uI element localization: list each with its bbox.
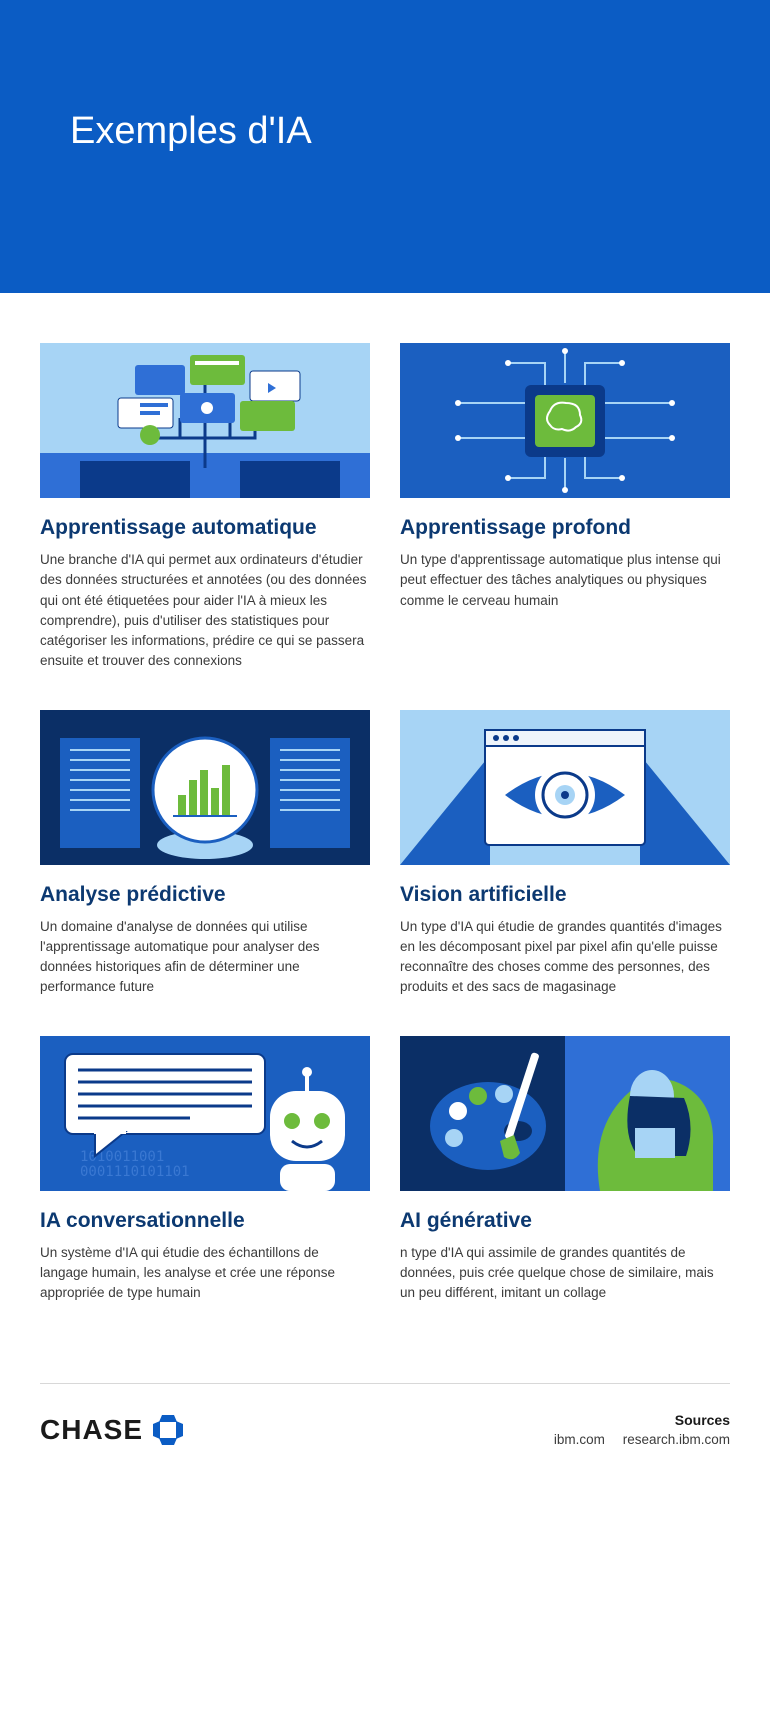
card-title: AI générative xyxy=(400,1209,730,1233)
card-body: n type d'IA qui assimile de grandes quan… xyxy=(400,1243,730,1304)
source-item: research.ibm.com xyxy=(623,1432,730,1447)
footer: CHASE Sources ibm.com research.ibm.com xyxy=(40,1383,730,1447)
card-grid: Apprentissage automatique Une branche d'… xyxy=(40,343,730,1303)
card-body: Un type d'IA qui étudie de grandes quant… xyxy=(400,917,730,998)
card-title: Apprentissage profond xyxy=(400,516,730,540)
card-vision: Vision artificielle Un type d'IA qui étu… xyxy=(400,710,730,998)
content-area: Apprentissage automatique Une branche d'… xyxy=(0,293,770,1333)
brand-name: CHASE xyxy=(40,1414,143,1446)
card-generative: AI générative n type d'IA qui assimile d… xyxy=(400,1036,730,1304)
sources-list: ibm.com research.ibm.com xyxy=(540,1432,730,1447)
eye-icon xyxy=(400,710,730,865)
hero-banner: Exemples d'IA xyxy=(0,0,770,293)
tree-cards-icon xyxy=(40,343,370,498)
crystal-chart-icon xyxy=(40,710,370,865)
card-body: Un système d'IA qui étudie des échantill… xyxy=(40,1243,370,1304)
card-ml: Apprentissage automatique Une branche d'… xyxy=(40,343,370,672)
source-item: ibm.com xyxy=(554,1432,605,1447)
card-predictive: Analyse prédictive Un domaine d'analyse … xyxy=(40,710,370,998)
card-title: IA conversationnelle xyxy=(40,1209,370,1233)
chase-octagon-icon xyxy=(151,1413,185,1447)
chip-brain-icon xyxy=(400,343,730,498)
card-body: Un type d'apprentissage automatique plus… xyxy=(400,550,730,611)
palette-art-icon xyxy=(400,1036,730,1191)
card-title: Analyse prédictive xyxy=(40,883,370,907)
page-title: Exemples d'IA xyxy=(70,110,700,153)
sources-label: Sources xyxy=(540,1412,730,1428)
brand-logo: CHASE xyxy=(40,1413,185,1447)
sources-block: Sources ibm.com research.ibm.com xyxy=(540,1412,730,1447)
card-dl: Apprentissage profond Un type d'apprenti… xyxy=(400,343,730,672)
card-title: Apprentissage automatique xyxy=(40,516,370,540)
card-title: Vision artificielle xyxy=(400,883,730,907)
chat-bot-icon: 1010011001 0001110101101 xyxy=(40,1036,370,1191)
card-conversational: 1010011001 0001110101101 xyxy=(40,1036,370,1304)
card-body: Une branche d'IA qui permet aux ordinate… xyxy=(40,550,370,672)
card-body: Un domaine d'analyse de données qui util… xyxy=(40,917,370,998)
svg-text:0001110101101: 0001110101101 xyxy=(80,1164,190,1180)
svg-text:1010011001: 1010011001 xyxy=(80,1149,164,1165)
